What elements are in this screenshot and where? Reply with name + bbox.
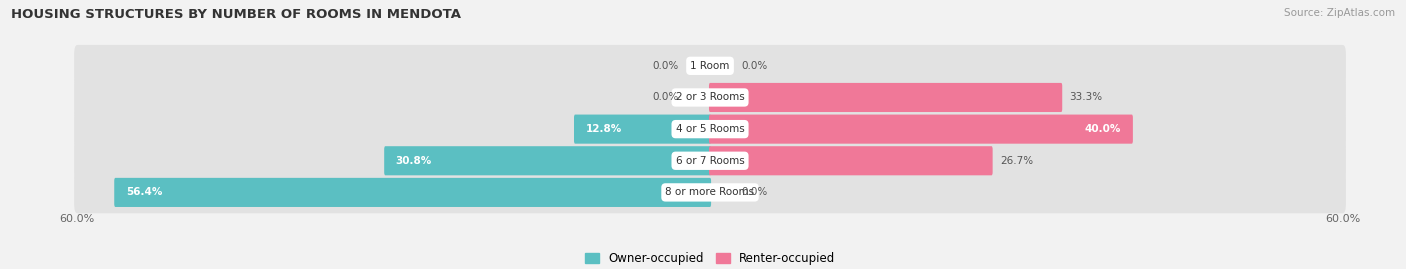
Text: 4 or 5 Rooms: 4 or 5 Rooms: [676, 124, 744, 134]
FancyBboxPatch shape: [75, 172, 1346, 213]
Text: 12.8%: 12.8%: [586, 124, 621, 134]
FancyBboxPatch shape: [75, 140, 1346, 182]
FancyBboxPatch shape: [709, 146, 993, 175]
FancyBboxPatch shape: [75, 77, 1346, 118]
FancyBboxPatch shape: [114, 178, 711, 207]
Text: 2 or 3 Rooms: 2 or 3 Rooms: [676, 93, 744, 102]
Text: 1 Room: 1 Room: [690, 61, 730, 71]
Text: 56.4%: 56.4%: [127, 187, 162, 197]
FancyBboxPatch shape: [384, 146, 711, 175]
FancyBboxPatch shape: [75, 108, 1346, 150]
Text: 6 or 7 Rooms: 6 or 7 Rooms: [676, 156, 744, 166]
Text: 26.7%: 26.7%: [1000, 156, 1033, 166]
Text: 33.3%: 33.3%: [1070, 93, 1102, 102]
Legend: Owner-occupied, Renter-occupied: Owner-occupied, Renter-occupied: [585, 252, 835, 265]
Text: 0.0%: 0.0%: [652, 93, 679, 102]
Text: 40.0%: 40.0%: [1085, 124, 1122, 134]
Text: 0.0%: 0.0%: [652, 61, 679, 71]
Text: Source: ZipAtlas.com: Source: ZipAtlas.com: [1284, 8, 1395, 18]
Text: 8 or more Rooms: 8 or more Rooms: [665, 187, 755, 197]
Text: HOUSING STRUCTURES BY NUMBER OF ROOMS IN MENDOTA: HOUSING STRUCTURES BY NUMBER OF ROOMS IN…: [11, 8, 461, 21]
FancyBboxPatch shape: [75, 45, 1346, 87]
FancyBboxPatch shape: [709, 115, 1133, 144]
Text: 0.0%: 0.0%: [742, 187, 768, 197]
Text: 0.0%: 0.0%: [742, 61, 768, 71]
FancyBboxPatch shape: [574, 115, 711, 144]
FancyBboxPatch shape: [709, 83, 1063, 112]
Text: 30.8%: 30.8%: [396, 156, 432, 166]
